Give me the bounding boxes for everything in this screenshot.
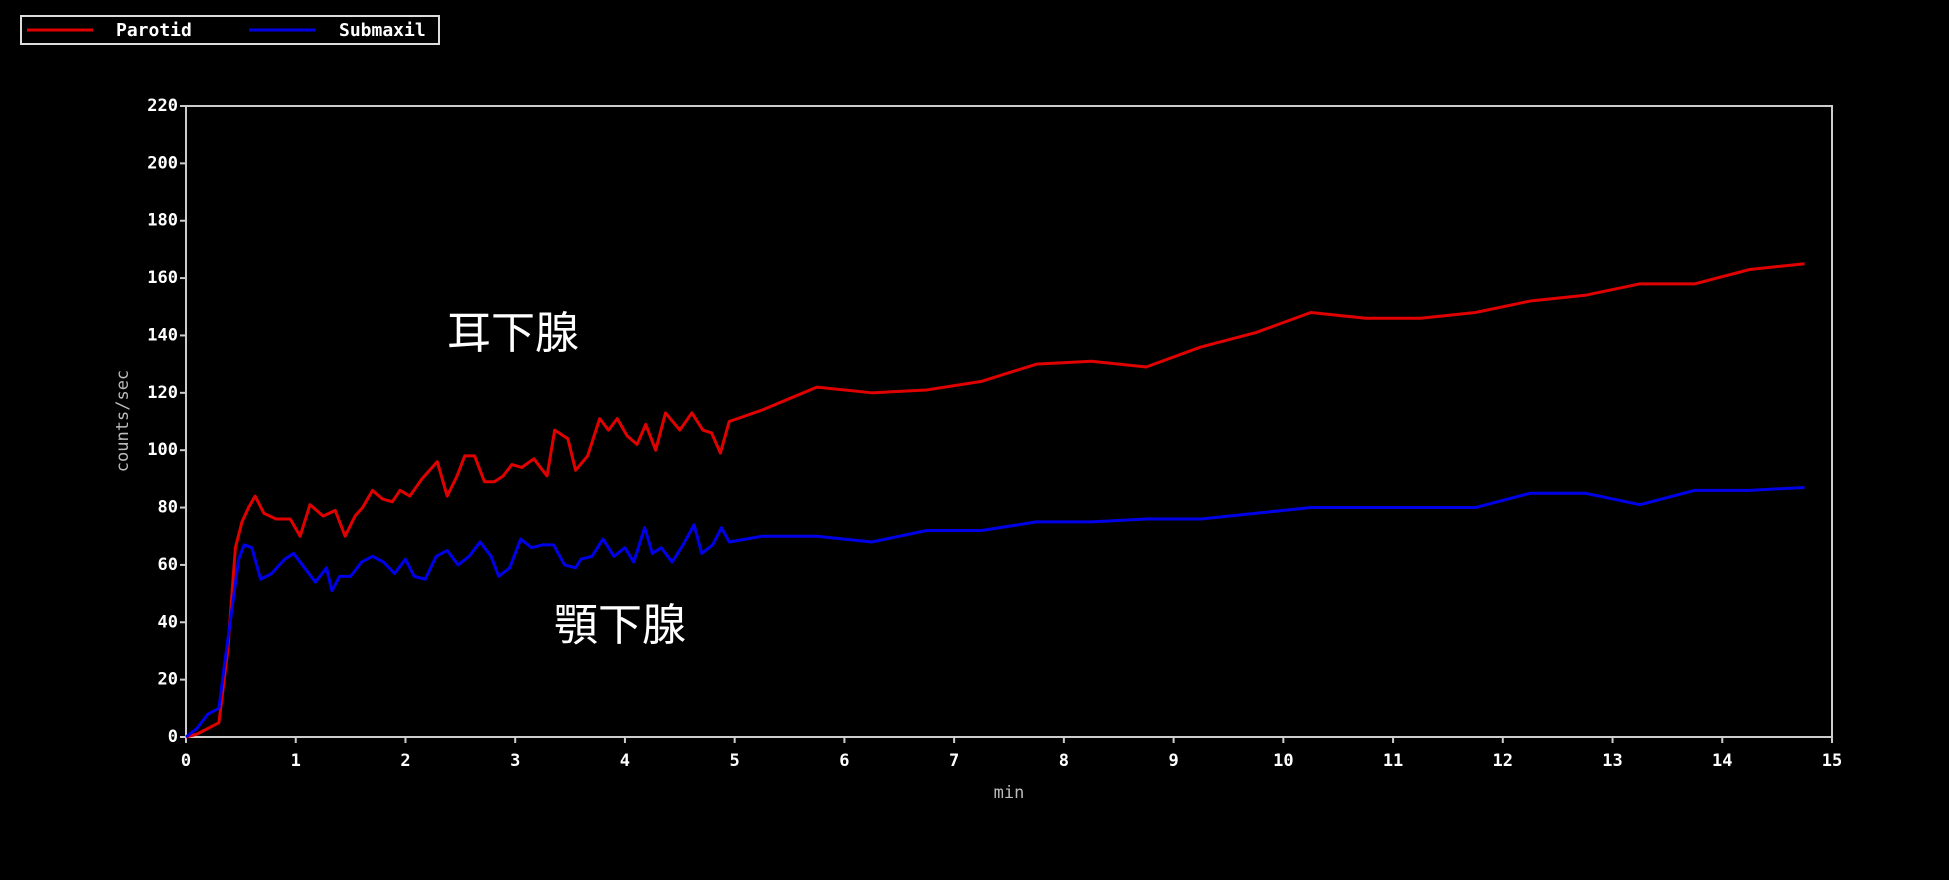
y-axis-label: counts/sec: [113, 370, 133, 472]
legend-label: Submaxil: [339, 20, 426, 41]
x-tick-label: 6: [839, 751, 849, 771]
x-tick-label: 14: [1712, 751, 1732, 771]
x-tick-label: 10: [1273, 751, 1293, 771]
x-tick-label: 11: [1383, 751, 1403, 771]
annotation: 顎下腺: [554, 600, 686, 651]
plot-frame: [185, 105, 1833, 738]
x-tick-label: 0: [181, 751, 191, 771]
y-tick-label: 60: [158, 555, 178, 575]
series-line: [185, 485, 1805, 739]
series-line: [185, 262, 1805, 739]
y-tick-label: 200: [147, 153, 178, 173]
x-axis-label: min: [994, 783, 1025, 803]
x-tick-label: 5: [730, 751, 740, 771]
x-tick-label: 4: [620, 751, 630, 771]
y-tick-label: 220: [147, 96, 178, 116]
y-tick-label: 160: [147, 268, 178, 288]
annotation: 耳下腺: [447, 308, 579, 359]
x-tick-label: 7: [949, 751, 959, 771]
x-tick-label: 12: [1493, 751, 1513, 771]
y-tick-label: 140: [147, 325, 178, 345]
x-tick-label: 2: [400, 751, 410, 771]
x-tick-label: 8: [1059, 751, 1069, 771]
y-tick-label: 120: [147, 383, 178, 403]
y-tick-label: 0: [168, 727, 178, 747]
x-tick-label: 1: [291, 751, 301, 771]
legend-box: [20, 15, 440, 45]
x-tick-label: 15: [1822, 751, 1842, 771]
y-tick-label: 80: [158, 498, 178, 518]
y-tick-label: 40: [158, 612, 178, 632]
y-tick-label: 20: [158, 670, 178, 690]
x-tick-label: 9: [1168, 751, 1178, 771]
y-tick-label: 180: [147, 211, 178, 231]
legend-label: Parotid: [116, 20, 192, 41]
y-tick-label: 100: [147, 440, 178, 460]
x-tick-label: 13: [1602, 751, 1622, 771]
x-tick-label: 3: [510, 751, 520, 771]
